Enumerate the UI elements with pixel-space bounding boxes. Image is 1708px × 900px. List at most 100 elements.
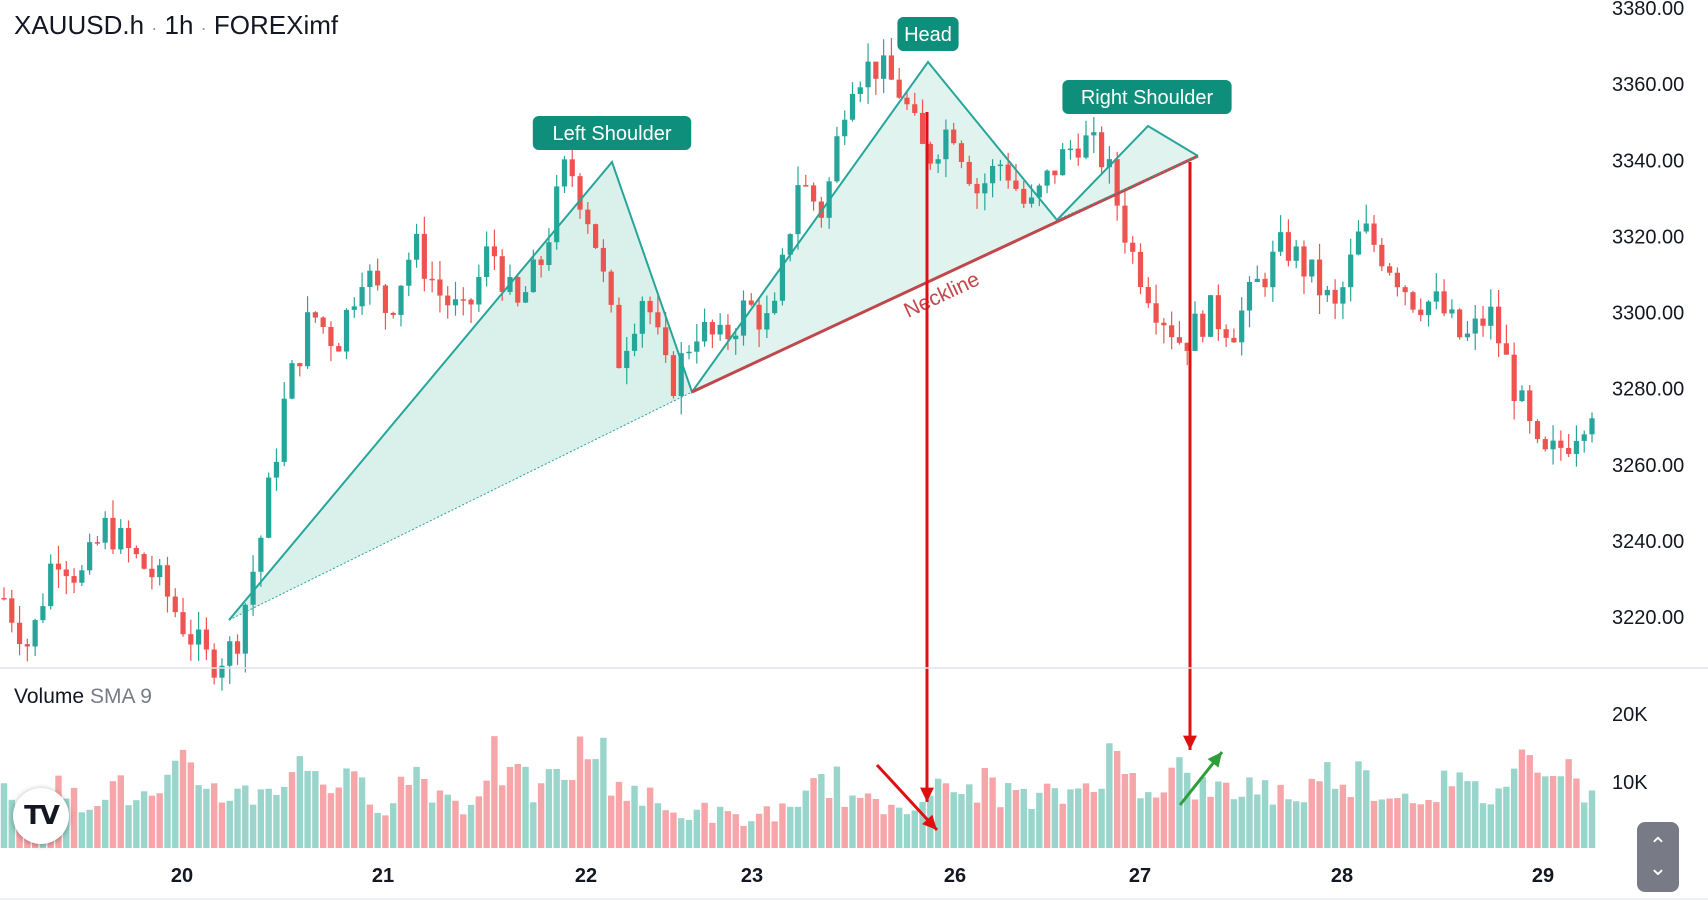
candle-body	[834, 136, 840, 182]
candle-body	[616, 304, 622, 369]
time-tick-label: 29	[1532, 865, 1554, 887]
candle-body	[919, 112, 926, 144]
volume-bar	[86, 809, 93, 848]
candle-body	[351, 306, 357, 310]
candle-body	[974, 183, 980, 194]
candle-body	[1114, 159, 1120, 206]
volume-bar	[1254, 794, 1261, 848]
volume-bar	[101, 799, 109, 848]
volume-bar	[483, 780, 490, 848]
candle-body	[927, 143, 933, 164]
logo-text: TV	[24, 801, 60, 831]
volume-bar	[172, 760, 179, 848]
volume-bar	[1363, 770, 1370, 848]
volume-bar	[1534, 772, 1541, 848]
volume-bar	[288, 772, 296, 848]
volume-bar	[1152, 797, 1160, 848]
volume-bar	[787, 806, 794, 848]
declining-volume-arrow-head	[922, 814, 937, 830]
volume-tick-label: 10K	[1612, 772, 1648, 794]
volume-bar	[584, 759, 592, 848]
candle-body	[336, 346, 342, 352]
head-label: Head	[904, 24, 952, 46]
chevron-up-icon: ⌃	[1648, 833, 1668, 858]
volume-bar	[421, 778, 428, 848]
volume-bar	[374, 812, 381, 848]
volume-bar	[569, 780, 576, 848]
tradingview-logo-icon[interactable]: TV	[13, 788, 69, 844]
volume-bar	[607, 795, 615, 848]
candle-body	[1355, 231, 1362, 255]
volume-bar	[390, 803, 397, 848]
volume-bar	[1300, 802, 1308, 848]
volume-bar	[1082, 783, 1090, 848]
interval-label[interactable]: 1h	[164, 10, 194, 40]
title-separator: ·	[151, 18, 158, 38]
candle-body	[958, 143, 965, 162]
volume-bar	[1269, 804, 1277, 848]
volume-bar	[1588, 790, 1596, 848]
volume-bar	[1067, 789, 1074, 848]
candle-body	[1122, 205, 1128, 243]
candle-body	[1581, 434, 1587, 441]
volume-bar	[701, 802, 708, 848]
candle-body	[382, 285, 389, 313]
volume-bar	[156, 793, 163, 848]
volume-bar	[273, 794, 280, 848]
candle-body	[748, 300, 754, 305]
symbol-name[interactable]: XAUUSD.h	[14, 10, 145, 40]
volume-bar	[561, 779, 568, 848]
candle-body	[87, 542, 93, 571]
candle-body	[491, 246, 498, 257]
candle-body	[1503, 343, 1509, 355]
volume-bar	[1238, 796, 1245, 848]
volume-bar	[366, 804, 374, 848]
volume-bar	[1347, 797, 1354, 848]
volume-bar	[1020, 788, 1027, 848]
candle-body	[1200, 313, 1206, 337]
candle-body	[1511, 354, 1517, 402]
candle-body	[55, 563, 62, 570]
volume-bar	[553, 768, 560, 848]
candle-body	[881, 55, 887, 79]
candle-body	[725, 324, 731, 340]
candle-body	[1091, 132, 1097, 136]
volume-bar	[203, 788, 210, 848]
volume-panel-title[interactable]: Volume SMA 9	[14, 685, 152, 709]
candle-body	[772, 300, 778, 314]
candle-body	[515, 277, 521, 303]
candle-body	[600, 247, 606, 272]
volume-bar	[545, 769, 553, 848]
volume-bar	[833, 766, 841, 848]
candle-body	[709, 322, 715, 335]
candle-body	[608, 271, 614, 305]
candle-body	[857, 87, 863, 94]
candle-body	[1246, 281, 1253, 311]
candle-body	[289, 363, 295, 399]
candle-body	[1192, 313, 1198, 351]
candle-body	[803, 185, 809, 187]
left-shoulder-label: Left Shoulder	[553, 123, 672, 145]
volume-bar	[1113, 751, 1121, 848]
candle-body	[740, 300, 747, 336]
price-tick-label: 3240.00	[1612, 531, 1684, 553]
candle-body	[1472, 318, 1478, 334]
volume-bar	[195, 785, 202, 848]
volume-bar	[1292, 801, 1300, 848]
volume-bar	[1106, 743, 1113, 848]
volume-bar	[857, 797, 864, 848]
volume-bar	[1425, 800, 1432, 848]
volume-bar	[452, 800, 459, 848]
volume-bar	[895, 807, 903, 848]
candle-body	[1130, 242, 1136, 252]
candle-body	[1036, 185, 1042, 198]
volume-bar	[281, 786, 288, 848]
candle-body	[1394, 272, 1400, 288]
scroll-toggle-button[interactable]: ⌃ ⌄	[1637, 822, 1679, 892]
volume-bar	[1277, 784, 1284, 848]
volume-bar	[872, 798, 880, 848]
candle-body	[164, 565, 171, 597]
candle-body	[304, 312, 311, 367]
candle-body	[1137, 251, 1144, 287]
